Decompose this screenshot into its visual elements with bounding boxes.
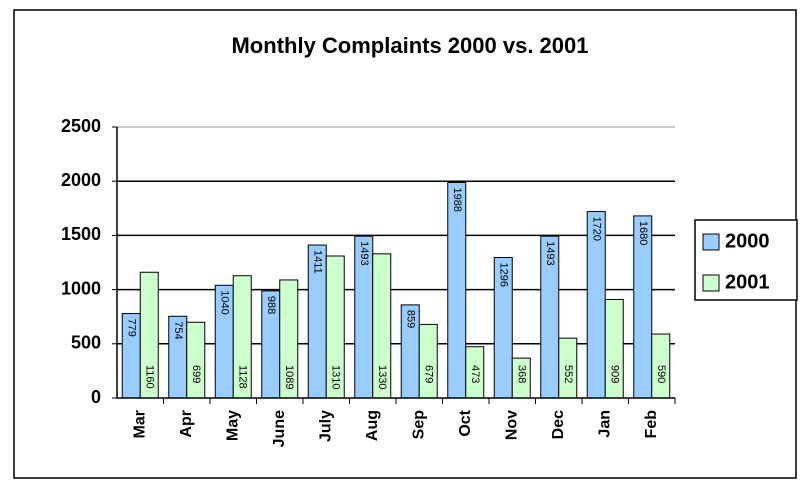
x-tick-label: Aug [364, 410, 381, 441]
bar [418, 323, 438, 399]
x-tick-label: Nov [503, 410, 520, 440]
data-label: 754 [172, 321, 184, 339]
data-label: 473 [469, 365, 481, 383]
data-label: 1330 [376, 365, 388, 389]
data-label: 1310 [329, 365, 341, 389]
data-label: 779 [125, 319, 137, 337]
x-tick-label: Jan [596, 410, 613, 438]
legend-label: 2000 [725, 230, 770, 252]
data-label: 1089 [283, 365, 295, 389]
data-label: 590 [655, 365, 667, 383]
legend-label: 2001 [725, 271, 770, 293]
data-label: 1160 [143, 365, 155, 389]
data-label: 699 [190, 365, 202, 383]
x-tick-label: Oct [457, 409, 474, 436]
legend-swatch [702, 233, 720, 251]
y-tick-label: 1000 [61, 278, 101, 298]
x-tick-label: Mar [131, 410, 148, 438]
x-tick-label: July [317, 410, 334, 442]
data-label: 1493 [358, 241, 370, 265]
chart-title: Monthly Complaints 2000 vs. 2001 [231, 33, 588, 58]
y-tick-label: 500 [71, 333, 101, 353]
data-label: 368 [515, 365, 527, 383]
data-label: 859 [404, 310, 416, 328]
data-label: 1720 [590, 217, 602, 241]
data-label: 909 [608, 365, 620, 383]
y-tick-label: 2500 [61, 116, 101, 136]
bar [186, 321, 206, 399]
data-label: 1988 [451, 188, 463, 212]
data-label: 1040 [218, 290, 230, 314]
x-tick-label: Feb [643, 410, 660, 439]
chart-frame [13, 9, 797, 479]
x-tick-label: Apr [178, 410, 195, 438]
x-tick-label: Dec [550, 410, 567, 439]
x-tick-label: June [271, 410, 288, 447]
data-label: 1411 [311, 250, 323, 274]
legend-swatch [702, 274, 720, 292]
bar [447, 182, 467, 399]
data-label: 1128 [236, 365, 248, 389]
x-tick-label: May [224, 410, 241, 441]
data-label: 988 [265, 296, 277, 314]
data-label: 1296 [497, 263, 509, 287]
y-tick-label: 0 [91, 387, 101, 407]
data-label: 679 [422, 365, 434, 383]
data-label: 552 [562, 365, 574, 383]
x-tick-label: Sep [410, 410, 427, 440]
y-tick-label: 1500 [61, 224, 101, 244]
data-label: 1680 [637, 221, 649, 245]
y-tick-label: 2000 [61, 170, 101, 190]
data-label: 1493 [544, 241, 556, 265]
